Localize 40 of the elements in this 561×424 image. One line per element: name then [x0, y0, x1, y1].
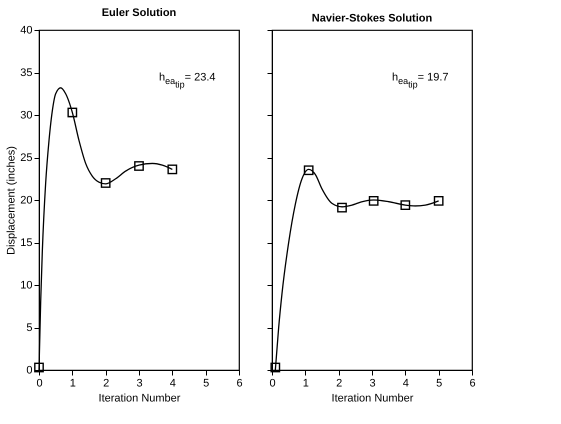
x-tick-label: 5 — [436, 378, 442, 390]
point — [270, 362, 280, 372]
x-tick-label: 3 — [369, 378, 376, 390]
point — [167, 164, 178, 174]
x-tick-label: 0 — [36, 378, 43, 390]
point — [434, 196, 444, 206]
x-axis-title: Iteration Number — [332, 392, 414, 404]
y-tick-label: 20 — [20, 194, 32, 206]
x-tick-label: 6 — [469, 378, 476, 390]
point — [304, 165, 314, 176]
point — [67, 108, 78, 118]
y-tick-label: 5 — [26, 322, 32, 334]
point — [134, 161, 144, 171]
x-tick-label: 3 — [136, 378, 143, 390]
point — [368, 196, 379, 206]
x-tick-label: 2 — [103, 378, 110, 390]
x-tick-label: 0 — [269, 378, 276, 390]
y-tick-label: 0 — [26, 364, 32, 376]
y-tick-label: 30 — [20, 110, 32, 122]
y-tick-label: 15 — [20, 237, 32, 249]
point — [100, 178, 111, 188]
x-tick-label: 4 — [170, 378, 176, 390]
y-axis-title: Displacement (inches) — [5, 146, 18, 255]
x-tick-label: 4 — [402, 378, 409, 390]
x-tick-label: 2 — [336, 378, 342, 390]
y-tick-label: 40 — [20, 24, 32, 36]
chart-title: Navier-Stokes Solution — [312, 12, 432, 24]
x-tick-label: 5 — [203, 378, 210, 390]
x-axis-title: Iteration Number — [98, 392, 181, 404]
y-tick-label: 10 — [20, 280, 32, 292]
x-tick-label: 1 — [70, 378, 76, 390]
x-tick-label: 1 — [302, 378, 309, 390]
point — [400, 200, 410, 210]
x-tick-label: 6 — [236, 378, 243, 390]
point — [337, 202, 347, 213]
y-tick-label: 35 — [20, 67, 32, 79]
y-tick-label: 25 — [20, 152, 32, 164]
chart-title: Euler Solution — [102, 7, 177, 19]
annotation: h$_{ea}$$_{tip}$= 19.7 — [392, 72, 449, 90]
annotation: h$_{ea}$$_{tip}$= 23.4 — [159, 72, 216, 90]
